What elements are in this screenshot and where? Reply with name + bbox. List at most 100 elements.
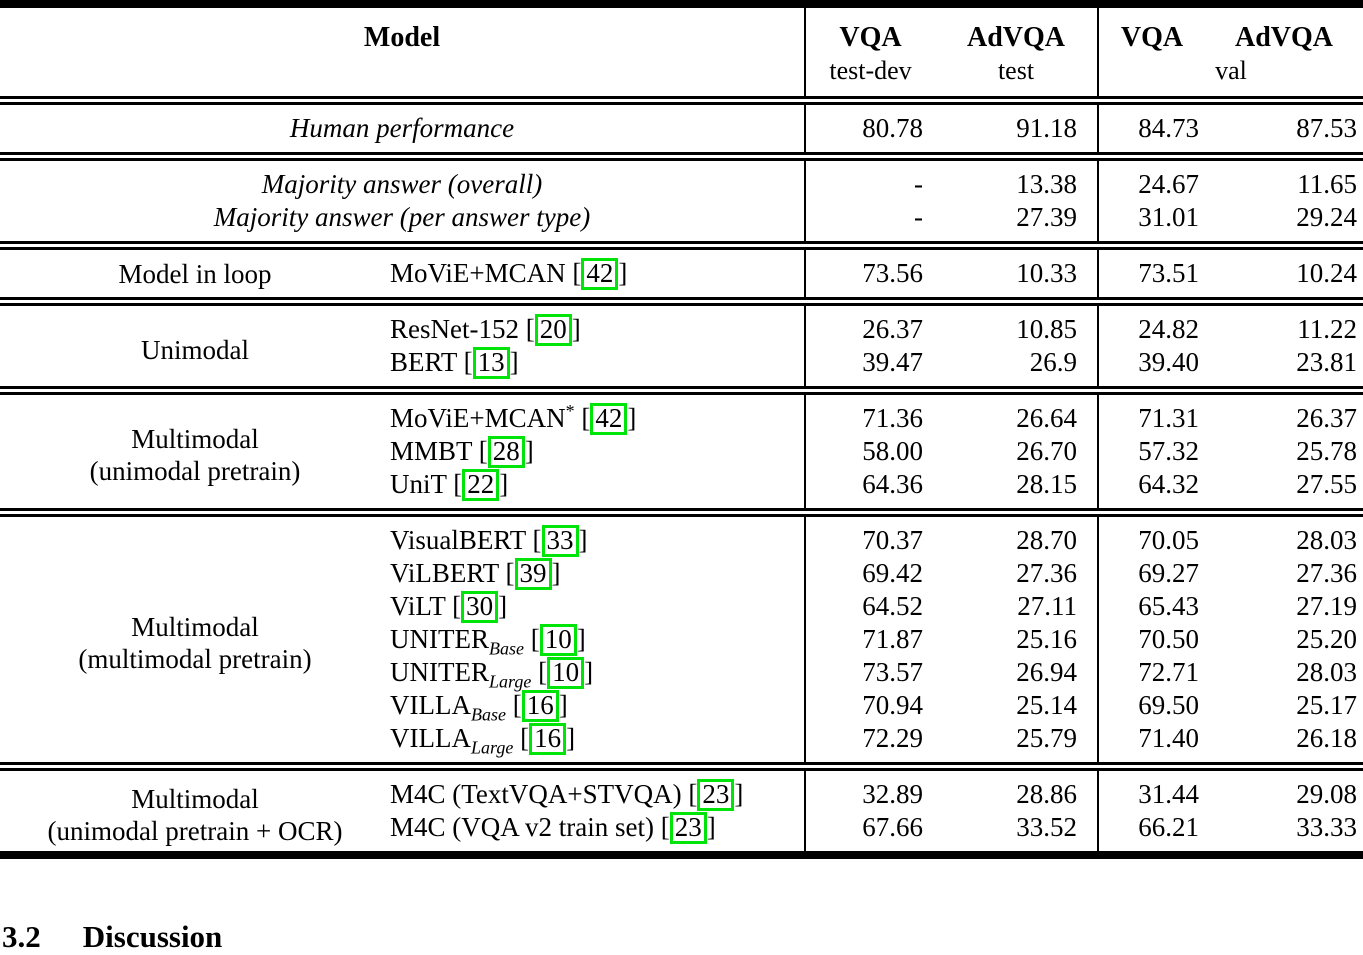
citation-link[interactable]: 16: [529, 723, 567, 755]
table-section: Multimodal (unimodal pretrain) MoViE+MCAN*…: [0, 386, 1363, 513]
value-cell: 71.31: [1097, 386, 1205, 435]
header-row-top: Model VQA AdVQA VQA AdVQA: [0, 0, 1363, 54]
value-cell: 71.40: [1097, 722, 1205, 767]
model-cell: ResNet-152 [20]: [390, 297, 805, 346]
value-cell: 71.36: [804, 386, 935, 435]
value-cell: -: [804, 201, 935, 246]
value-cell: 26.37: [804, 297, 935, 346]
row-label: Majority answer (per answer type): [213, 202, 591, 232]
value-cell: 27.36: [1016, 558, 1077, 588]
table-row: UNITERLarge [10] 73.57 26.94 72.71 28.03: [0, 656, 1363, 692]
value-cell: 39.47: [804, 346, 935, 391]
model-cell: MMBT [28]: [390, 436, 534, 468]
value-cell: 11.22: [1205, 297, 1363, 346]
model-subscript: Base: [470, 704, 506, 725]
value-cell: 27.55: [1296, 469, 1357, 499]
model-subscript: Base: [488, 638, 524, 659]
citation-link[interactable]: 30: [461, 591, 499, 623]
value-cell: 26.64: [935, 386, 1098, 435]
value-cell: 28.15: [1016, 469, 1077, 499]
value-cell: 25.79: [1016, 723, 1077, 753]
table-row: M4C (VQA v2 train set) [23] 67.66 33.52 66.…: [0, 811, 1363, 855]
subheader-test: test: [997, 56, 1035, 85]
table-row: Human performance 80.78 91.18 84.73 87.53: [0, 96, 1363, 157]
value-cell: 31.01: [1097, 201, 1205, 246]
citation-link[interactable]: 13: [472, 347, 510, 379]
value-cell: 27.11: [1017, 591, 1077, 621]
value-cell: 24.82: [1097, 297, 1205, 346]
value-cell: 70.94: [804, 689, 935, 722]
category-line: Multimodal: [131, 783, 259, 814]
value-cell: 25.17: [1296, 690, 1357, 720]
section-number: 3.2: [2, 919, 41, 954]
citation-link[interactable]: 42: [581, 258, 619, 290]
table-row: Multimodal (unimodal pretrain + OCR) M4C (…: [0, 762, 1363, 855]
citation-link[interactable]: 20: [534, 314, 572, 346]
model-cell: ViLBERT [39]: [390, 558, 561, 590]
value-cell: 87.53: [1205, 96, 1363, 157]
value-cell: 11.65: [1205, 152, 1363, 201]
subheader-testdev: test-dev: [804, 54, 935, 101]
citation-link[interactable]: 10: [539, 624, 577, 656]
category-cell: Model in loop: [0, 241, 390, 302]
row-label: Majority answer (overall): [0, 152, 805, 201]
table-section: Unimodal ResNet-152 [20] 26.37 10.85 24.82 11…: [0, 297, 1363, 391]
model-superscript: *: [565, 401, 575, 421]
category-line: (unimodal pretrain): [89, 456, 301, 486]
value-cell: 26.94: [1016, 657, 1077, 687]
table-row: UniT [22] 64.36 28.15 64.32 27.55: [0, 468, 1363, 513]
value-cell: 31.44: [1097, 762, 1205, 811]
category-cell: Unimodal: [0, 297, 390, 391]
model-cell: VILLALarge [16]: [390, 723, 576, 758]
value-cell: 28.86: [935, 762, 1098, 811]
value-cell: 33.33: [1296, 812, 1357, 842]
row-label: Human performance: [0, 96, 805, 157]
value-cell: 73.51: [1097, 241, 1205, 302]
model-cell: UNITERBase [10]: [390, 624, 586, 659]
table-section: Multimodal (unimodal pretrain + OCR) M4C (…: [0, 762, 1363, 855]
col-header-vqa-val: VQA: [1097, 0, 1205, 54]
category-cell: Multimodal (unimodal pretrain + OCR): [0, 762, 390, 855]
table-row: ViLT [30] 64.52 27.11 65.43 27.19: [0, 590, 1363, 623]
table-row: Majority answer (overall) -13.38 24.67 11.6…: [0, 152, 1363, 201]
value-cell: 70.50: [1097, 623, 1205, 656]
citation-link[interactable]: 23: [697, 779, 735, 811]
table-section: Model in loop MoViE+MCAN [42] 73.56 10.33 73…: [0, 241, 1363, 302]
value-cell: 72.29: [804, 722, 935, 767]
table-row: Model in loop MoViE+MCAN [42] 73.56 10.33 73…: [0, 241, 1363, 302]
table-section: Multimodal (multimodal pretrain) VisualBER…: [0, 508, 1363, 767]
value-cell: 71.87: [804, 623, 935, 656]
value-cell: 13.38: [935, 152, 1098, 201]
category-line: (unimodal pretrain + OCR): [47, 815, 343, 846]
citation-link[interactable]: 28: [487, 436, 525, 468]
value-cell: 70.37: [804, 508, 935, 557]
value-cell: 25.16: [1016, 624, 1077, 654]
citation-link[interactable]: 10: [547, 657, 585, 689]
citation-link[interactable]: 42: [590, 403, 628, 435]
model-subscript: Large: [488, 671, 532, 692]
citation-link[interactable]: 16: [521, 690, 559, 722]
citation-link[interactable]: 33: [541, 525, 579, 557]
value-cell: 23.81: [1296, 347, 1357, 377]
table-section: Majority answer (overall) -13.38 24.67 11.6…: [0, 152, 1363, 246]
value-cell: 64.52: [804, 590, 935, 623]
value-cell: 27.39: [1016, 202, 1077, 232]
model-cell: VisualBERT [33]: [390, 508, 805, 557]
value-cell: 29.08: [1205, 762, 1363, 811]
subheader-val: val: [1097, 54, 1363, 101]
category-line: Multimodal: [131, 424, 259, 454]
citation-link[interactable]: 23: [669, 812, 707, 844]
value-cell: 27.36: [1296, 558, 1357, 588]
value-cell: 57.32: [1097, 435, 1205, 468]
category-line: Multimodal: [131, 612, 259, 642]
value-cell: 24.67: [1097, 152, 1205, 201]
citation-link[interactable]: 22: [462, 469, 500, 501]
value-cell: 26.18: [1296, 723, 1357, 753]
model-cell: UNITERLarge [10]: [390, 657, 594, 692]
category-line: (multimodal pretrain): [78, 644, 312, 674]
value-cell: 66.21: [1097, 811, 1205, 855]
value-cell: 25.20: [1296, 624, 1357, 654]
citation-link[interactable]: 39: [514, 558, 552, 590]
value-cell: 84.73: [1097, 96, 1205, 157]
table-row: Majority answer (per answer type) - 27.39 3…: [0, 201, 1363, 246]
